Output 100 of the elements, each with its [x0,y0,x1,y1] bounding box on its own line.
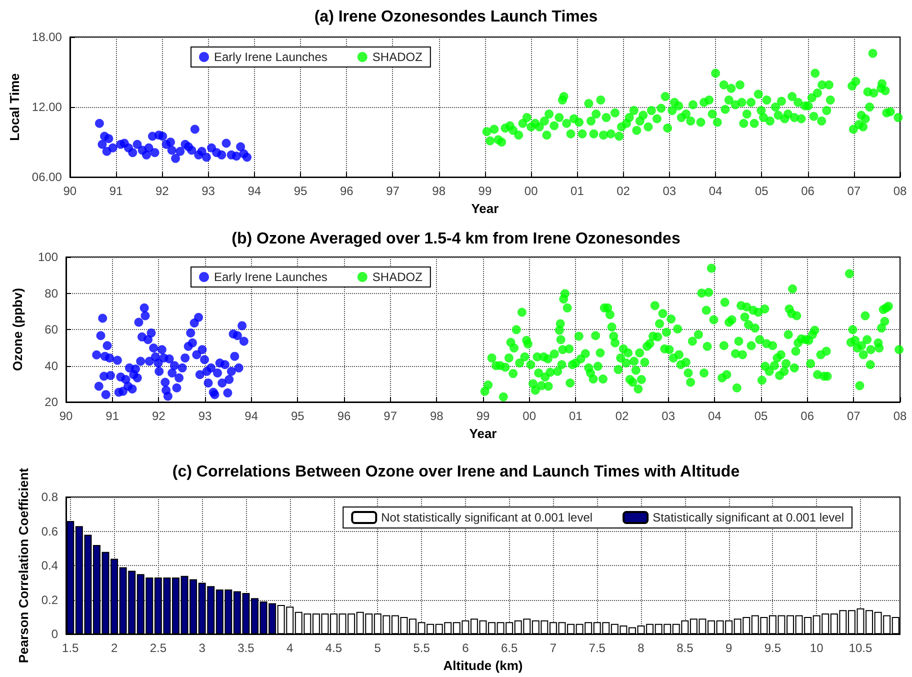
x-tick-label: 5.5 [413,641,430,656]
x-tick-label: 1.5 [62,641,80,656]
x-tick-label: 95 [294,184,308,198]
legend-label: Not statistically significant at 0.001 level [381,510,593,524]
x-tick-label: 96 [340,184,354,198]
x-tick-label: 99 [476,409,490,423]
x-tick-label: 94 [248,184,262,198]
x-tick-label: 00 [524,184,538,198]
x-tick-label: 92 [152,409,166,423]
y-axis-title: Ozone (ppbv) [10,288,25,372]
x-tick-label: 97 [386,184,400,198]
x-tick-label: 91 [109,184,124,198]
x-tick-label: 95 [290,409,305,423]
point [232,152,241,161]
x-tick-label: 05 [754,409,768,423]
chart-title: (b) Ozone Averaged over 1.5-4 km from Irene Ozonesondes [232,230,680,248]
x-tick-label: 07 [847,184,861,198]
x-tick-label: 98 [430,409,444,423]
point [202,152,211,162]
y-tick-label: 06.00 [32,170,62,184]
x-axis-title: Year [469,426,497,441]
point [217,150,226,160]
x-tick-label: 4 [286,641,294,656]
y-tick-label: 80 [44,286,58,300]
x-tick-label: 3 [198,641,206,656]
x-tick-label: 6.5 [500,641,518,656]
x-tick-label: 10.5 [848,641,872,656]
x-tick-label: 93 [198,409,212,423]
x-tick-label: 07 [846,409,861,423]
x-tick-label: 9 [725,641,732,656]
y-tick-label: 0.8 [41,490,58,504]
x-tick-label: 96 [337,409,351,423]
chart-title: (a) Irene Ozonesondes Launch Times [314,8,598,26]
x-tick-label: 7 [550,641,557,656]
x-tick-label: 04 [708,409,722,423]
x-tick-label: 99 [478,184,492,198]
y-axis-title: Pearson Correlation Coefficient [16,467,31,664]
y-tick-label: 40 [44,358,58,373]
x-tick-label: 2 [110,641,118,656]
x-tick-label: 90 [63,184,77,198]
point [171,154,180,163]
x-tick-label: 06 [801,184,815,198]
y-tick-label: 18.00 [32,30,62,44]
x-tick-label: 02 [616,184,630,198]
legend-label: Early Irene Launches [214,50,328,64]
x-tick-label: 9.5 [764,641,782,656]
point [94,118,104,128]
x-tick-label: 01 [570,184,584,198]
y-axis-title: Local Time [7,73,22,141]
legend-label: SHADOZ [372,270,422,284]
y-tick-label: 60 [44,322,58,336]
y-tick-label: 12.00 [32,100,62,114]
y-tick-label: 20 [44,395,58,409]
point [176,146,185,156]
x-tick-label: 7.5 [588,641,606,656]
x-tick-label: 06 [800,409,814,423]
x-tick-label: 08 [893,409,907,423]
x-tick-label: 98 [432,184,446,198]
point [142,150,151,160]
y-tick-label: 0 [51,627,58,642]
y-tick-label: 0.6 [41,524,58,538]
x-tick-label: 90 [59,409,73,423]
legend-label: Early Irene Launches [214,270,328,284]
legend-label: Statistically significant at 0.001 level [652,510,844,524]
x-tick-label: 5 [374,641,382,656]
x-tick-label: 03 [662,409,676,423]
x-tick-label: 3.5 [238,641,255,656]
point [236,142,246,152]
point [158,132,168,141]
point [222,138,231,148]
x-tick-label: 92 [155,184,170,198]
x-tick-label: 91 [106,409,120,423]
x-tick-label: 05 [754,184,769,198]
x-tick-label: 03 [662,184,676,198]
x-tick-label: 08 [893,184,907,198]
x-tick-label: 94 [244,409,258,423]
point [190,124,200,134]
x-tick-label: 93 [202,184,216,198]
x-tick-label: 10 [810,641,824,656]
point [187,146,196,155]
chart-title: (c) Correlations Between Ozone over Irene and Launch Times with Altitude [172,464,740,480]
x-tick-label: 00 [522,409,536,423]
x-axis-title: Altitude (km) [443,658,523,673]
x-tick-label: 01 [568,409,583,423]
point [144,143,154,152]
point [132,140,142,149]
point [108,143,118,152]
point [197,146,206,156]
point [128,148,138,158]
legend-label: SHADOZ [372,50,422,64]
point [166,138,175,147]
x-tick-label: 02 [615,409,629,423]
x-tick-label: 8 [638,641,645,656]
point [104,134,114,144]
x-tick-label: 6 [462,641,470,656]
y-tick-label: 0.4 [41,558,58,573]
point [242,152,252,162]
y-tick-label: 100 [38,250,58,264]
point [150,148,160,158]
x-tick-label: 2.5 [150,641,167,656]
